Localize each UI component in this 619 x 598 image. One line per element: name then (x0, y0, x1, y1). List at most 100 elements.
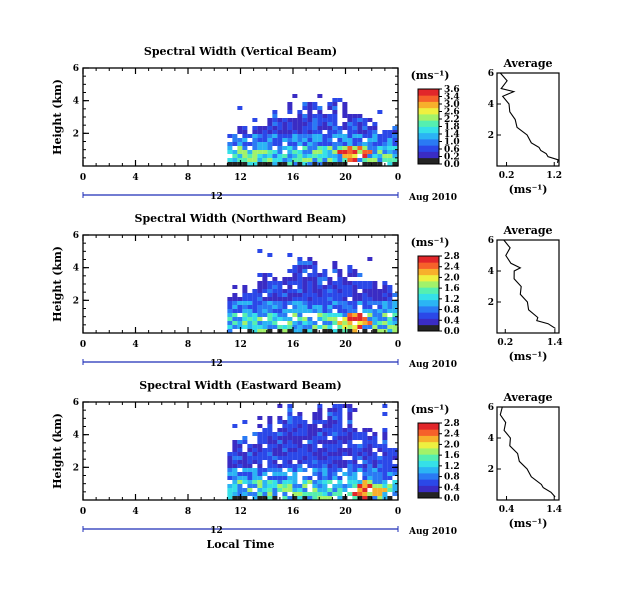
heatmap-cell (342, 305, 348, 309)
heatmap-cell (262, 488, 268, 492)
heatmap-cell (367, 456, 373, 460)
heatmap-cell (377, 154, 383, 158)
heatmap-cell (252, 329, 258, 333)
heatmap-cell (357, 126, 363, 130)
heatmap-cell (247, 313, 253, 317)
heatmap-cell (387, 472, 393, 476)
heatmap-cell (277, 325, 283, 329)
heatmap-cell (342, 432, 348, 436)
heatmap-cell (227, 464, 233, 468)
heatmap-cell (252, 452, 258, 456)
heatmap-cell (232, 285, 238, 289)
x-tick-label: 0 (80, 507, 86, 517)
heatmap-cell (357, 488, 363, 492)
colorbar-frame (417, 422, 440, 499)
heatmap-cell (277, 146, 283, 150)
heatmap-cell (257, 281, 263, 285)
heatmap-cell (262, 138, 268, 142)
heatmap-cell (367, 313, 373, 317)
heatmap-cell (297, 269, 303, 273)
x-tick-label: 0 (395, 507, 401, 517)
heatmap-cell (307, 102, 313, 106)
heatmap-cell (267, 126, 273, 130)
heatmap-cell (327, 142, 333, 146)
heatmap-cell (312, 472, 318, 476)
heatmap-cell (262, 285, 268, 289)
heatmap-cell (232, 138, 238, 142)
heatmap-cell (272, 480, 278, 484)
heatmap-cell (317, 440, 323, 444)
heatmap-cell (382, 432, 388, 436)
heatmap-cell (282, 277, 288, 281)
average-frame (496, 406, 560, 501)
heatmap-cell (242, 456, 248, 460)
heatmap-cell (307, 273, 313, 277)
heatmap-cell (327, 444, 333, 448)
heatmap-cell (272, 484, 278, 488)
heatmap-cell (262, 432, 268, 436)
heatmap-cell (272, 317, 278, 321)
heatmap-cell (272, 305, 278, 309)
heatmap-cell (322, 452, 328, 456)
heatmap-cell (387, 158, 393, 162)
heatmap-cell (267, 416, 273, 420)
heatmap-cell (297, 488, 303, 492)
heatmap-cell (327, 102, 333, 106)
heatmap-cell (287, 285, 293, 289)
heatmap-cell (332, 118, 338, 122)
average-title: Average (502, 224, 552, 237)
heatmap-cell (327, 468, 333, 472)
heatmap-cell (247, 154, 253, 158)
heatmap-cell (252, 444, 258, 448)
heatmap-cell (357, 293, 363, 297)
heatmap-cell (342, 464, 348, 468)
heatmap-cell (237, 321, 243, 325)
heatmap-cell (277, 313, 283, 317)
heatmap-cell (242, 130, 248, 134)
heatmap-cell (352, 492, 358, 496)
heatmap-cell (282, 325, 288, 329)
heatmap-cell (332, 432, 338, 436)
heatmap-cell (277, 285, 283, 289)
heatmap-cell (302, 114, 308, 118)
heatmap-cell (362, 496, 368, 500)
heatmap-cell (272, 492, 278, 496)
heatmap-cell (267, 452, 273, 456)
heatmap-cell (242, 488, 248, 492)
heatmap-cell (247, 325, 253, 329)
heatmap-cell (367, 460, 373, 464)
heatmap-cell (312, 492, 318, 496)
heatmap-cell (287, 408, 293, 412)
heatmap-cell (262, 440, 268, 444)
heatmap-cell (272, 162, 278, 166)
average-profile-line (499, 72, 559, 164)
x-tick-label: 8 (185, 507, 191, 517)
colorbar-label: 0.2 (444, 153, 460, 163)
heatmap-cell (352, 313, 358, 317)
heatmap-cell (287, 432, 293, 436)
heatmap-cell (327, 424, 333, 428)
heatmap-cell (342, 472, 348, 476)
heatmap-cells (227, 404, 398, 500)
heatmap-cell (247, 293, 253, 297)
heatmap-cell (332, 464, 338, 468)
heatmap-cell (337, 281, 343, 285)
heatmap-cell (227, 472, 233, 476)
heatmap-cell (277, 452, 283, 456)
heatmap-cell (227, 460, 233, 464)
heatmap-cell (342, 102, 348, 106)
colorbar-label: 0.6 (444, 145, 460, 155)
heatmap-cell (362, 126, 368, 130)
heatmap-cell (332, 265, 338, 269)
heatmap-cell (267, 289, 273, 293)
heatmap-cell (392, 468, 398, 472)
heatmap-cell (392, 134, 398, 138)
heatmap-cell (372, 162, 378, 166)
heatmap-cell (287, 293, 293, 297)
heatmap-cell (332, 484, 338, 488)
heatmap-cell (342, 293, 348, 297)
x-tick-label: 20 (339, 507, 352, 517)
heatmap-cell (392, 321, 398, 325)
heatmap-cell (357, 301, 363, 305)
heatmap-cell (267, 313, 273, 317)
